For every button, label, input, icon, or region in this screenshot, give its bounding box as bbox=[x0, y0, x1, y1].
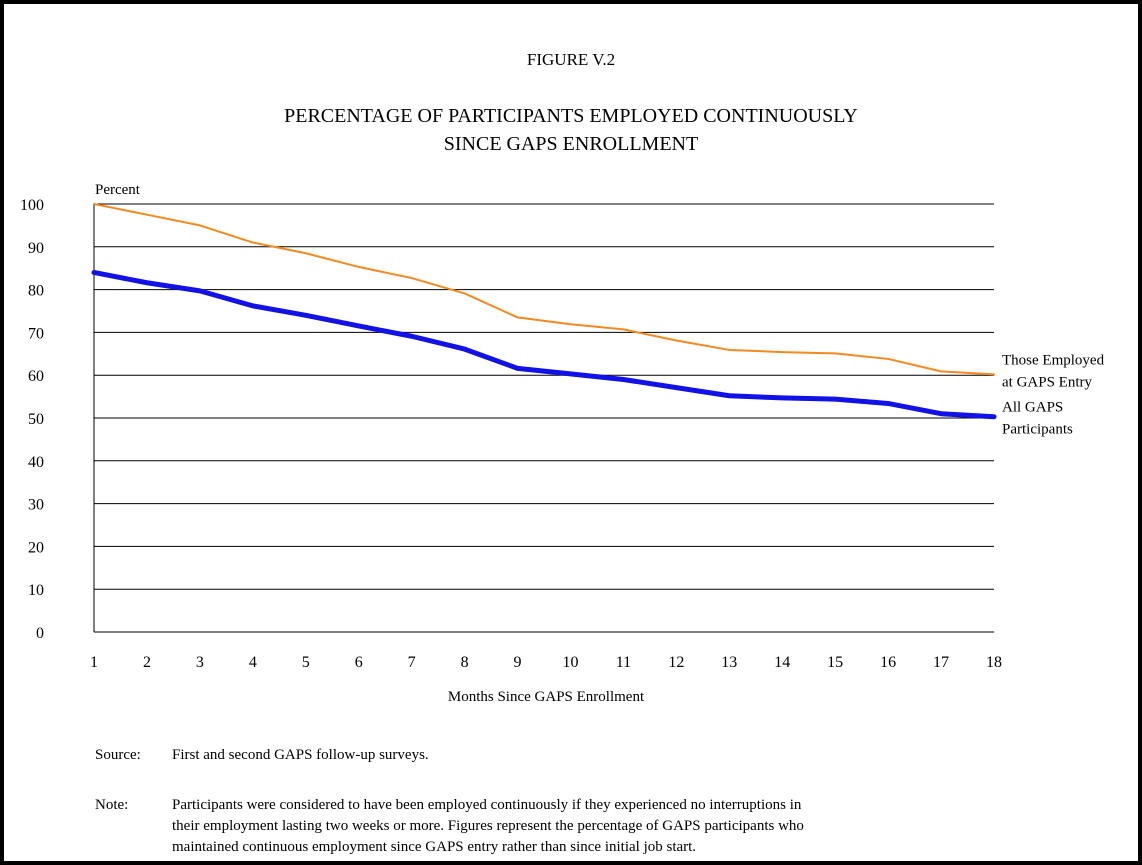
y-tick-50: 50 bbox=[28, 411, 44, 428]
x-tick-17: 17 bbox=[933, 654, 949, 671]
y-tick-0: 0 bbox=[36, 625, 44, 642]
y-tick-10: 10 bbox=[28, 582, 44, 599]
x-tick-10: 10 bbox=[562, 654, 578, 671]
x-tick-2: 2 bbox=[143, 654, 151, 671]
y-tick-80: 80 bbox=[28, 283, 44, 300]
x-tick-15: 15 bbox=[827, 654, 843, 671]
series-labels: Those Employed at GAPS Entry All GAPS Parti… bbox=[1002, 352, 1105, 437]
chart-title-line-2: SINCE GAPS ENROLLMENT bbox=[444, 133, 698, 155]
x-tick-9: 9 bbox=[514, 654, 522, 671]
note-line-1: Participants were considered to have bee… bbox=[172, 797, 802, 813]
x-tick-16: 16 bbox=[880, 654, 896, 671]
series-line-1 bbox=[93, 203, 995, 376]
y-tick-70: 70 bbox=[28, 325, 44, 342]
figure-label: FIGURE V.2 bbox=[527, 50, 615, 69]
note-line-2: their employment lasting two weeks or mo… bbox=[172, 818, 804, 834]
line-chart: FIGURE V.2 PERCENTAGE OF PARTICIPANTS EM… bbox=[20, 50, 1105, 705]
note-label: Note: bbox=[95, 797, 129, 813]
x-tick-14: 14 bbox=[774, 654, 790, 671]
y-tick-30: 30 bbox=[28, 497, 44, 514]
y-tick-90: 90 bbox=[28, 240, 44, 257]
source-text: First and second GAPS follow-up surveys. bbox=[172, 747, 429, 763]
series-label-1-line-1: Those Employed bbox=[1002, 352, 1105, 368]
y-tick-labels: 0 10 20 30 40 50 60 70 80 90 100 bbox=[20, 197, 44, 642]
x-tick-labels: 1 2 3 4 5 6 7 8 9 10 11 12 13 14 15 16 17 18 bbox=[90, 654, 1002, 671]
series-line-2 bbox=[91, 269, 997, 420]
x-axis-label: Months Since GAPS Enrollment bbox=[448, 689, 645, 705]
series-lines bbox=[91, 203, 997, 420]
y-tick-60: 60 bbox=[28, 368, 44, 385]
series-label-2-line-2: Participants bbox=[1002, 422, 1073, 438]
x-tick-18: 18 bbox=[986, 654, 1002, 671]
y-tick-20: 20 bbox=[28, 539, 44, 556]
x-tick-1: 1 bbox=[90, 654, 98, 671]
x-tick-8: 8 bbox=[461, 654, 469, 671]
series-label-2-line-1: All GAPS bbox=[1002, 400, 1063, 416]
x-tick-12: 12 bbox=[668, 654, 684, 671]
x-tick-3: 3 bbox=[196, 654, 204, 671]
x-tick-11: 11 bbox=[616, 654, 631, 671]
gridlines bbox=[93, 203, 994, 633]
x-tick-5: 5 bbox=[302, 654, 310, 671]
y-tick-100: 100 bbox=[20, 197, 44, 214]
y-tick-40: 40 bbox=[28, 454, 44, 471]
chart-title-line-1: PERCENTAGE OF PARTICIPANTS EMPLOYED CONT… bbox=[284, 105, 858, 127]
x-tick-6: 6 bbox=[355, 654, 363, 671]
x-tick-4: 4 bbox=[249, 654, 257, 671]
y-axis-label: Percent bbox=[95, 182, 141, 198]
series-label-1-line-2: at GAPS Entry bbox=[1002, 374, 1093, 390]
x-tick-7: 7 bbox=[408, 654, 416, 671]
source-label: Source: bbox=[95, 747, 141, 763]
note-line-3: maintained continuous employment since G… bbox=[172, 839, 697, 855]
x-tick-13: 13 bbox=[721, 654, 737, 671]
